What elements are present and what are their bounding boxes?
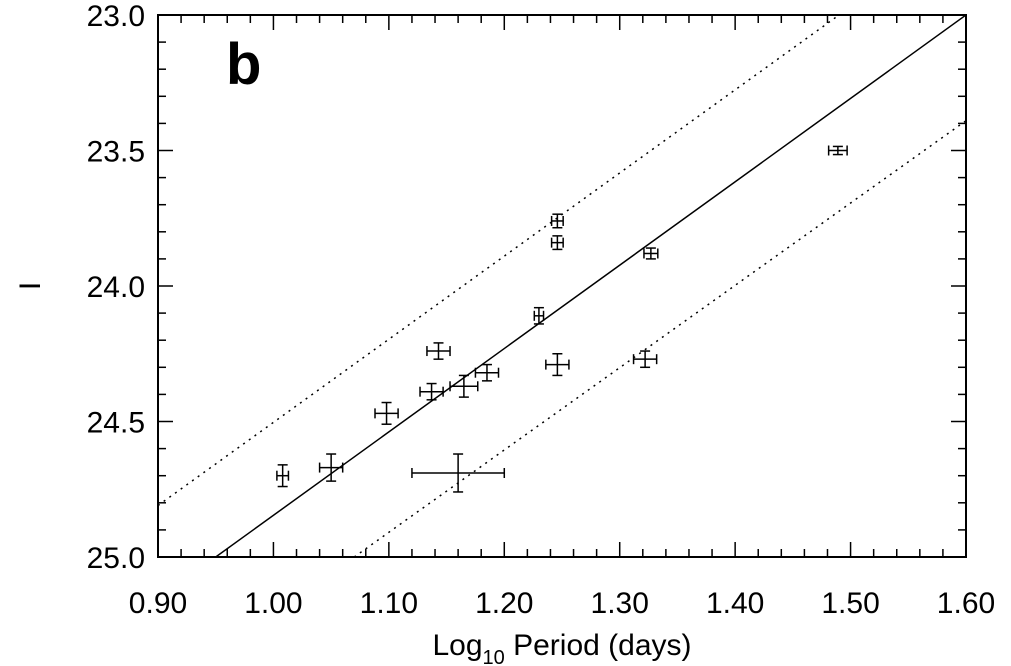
- x-tick-label: 1.40: [706, 587, 764, 620]
- y-tick-label: 23.0: [87, 0, 145, 33]
- data-point: [276, 464, 290, 488]
- data-point: [550, 213, 564, 229]
- y-tick-label: 25.0: [87, 542, 145, 575]
- panel-label: b: [226, 32, 261, 97]
- lower-bound-line: [353, 120, 966, 557]
- data-point: [419, 382, 444, 401]
- plot-frame: [157, 14, 967, 558]
- data-point: [318, 453, 344, 482]
- x-tick-label: 1.60: [937, 587, 995, 620]
- x-tick-label: 0.90: [129, 587, 187, 620]
- data-point: [632, 350, 658, 369]
- fit-line: [215, 15, 966, 557]
- data-point: [474, 363, 500, 382]
- data-point: [374, 401, 399, 425]
- x-tick-label: 1.30: [591, 587, 649, 620]
- data-point: [827, 145, 848, 156]
- data-point: [411, 453, 506, 493]
- x-tick-label: 1.50: [821, 587, 879, 620]
- y-tick-label: 24.5: [87, 407, 145, 440]
- data-point: [545, 353, 570, 377]
- data-point: [426, 342, 451, 360]
- x-tick-labels: 0.90 1.00 1.10 1.20 1.30 1.40 1.50 1.60: [129, 587, 995, 620]
- data-point: [643, 247, 659, 260]
- data-point: [449, 374, 479, 398]
- x-tick-label: 1.10: [360, 587, 418, 620]
- data-point: [533, 306, 545, 325]
- fit-lines: [158, 15, 966, 557]
- data-points: [276, 145, 848, 493]
- x-axis-label: Log10 Period (days): [432, 629, 691, 666]
- x-tick-label: 1.20: [475, 587, 533, 620]
- y-tick-labels: 23.0 23.5 24.0 24.5 25.0: [87, 0, 145, 575]
- x-tick-label: 1.00: [244, 587, 302, 620]
- data-point: [550, 235, 564, 251]
- y-tick-label: 23.5: [87, 136, 145, 169]
- y-tick-label: 24.0: [87, 271, 145, 304]
- y-axis-label: I: [14, 282, 47, 290]
